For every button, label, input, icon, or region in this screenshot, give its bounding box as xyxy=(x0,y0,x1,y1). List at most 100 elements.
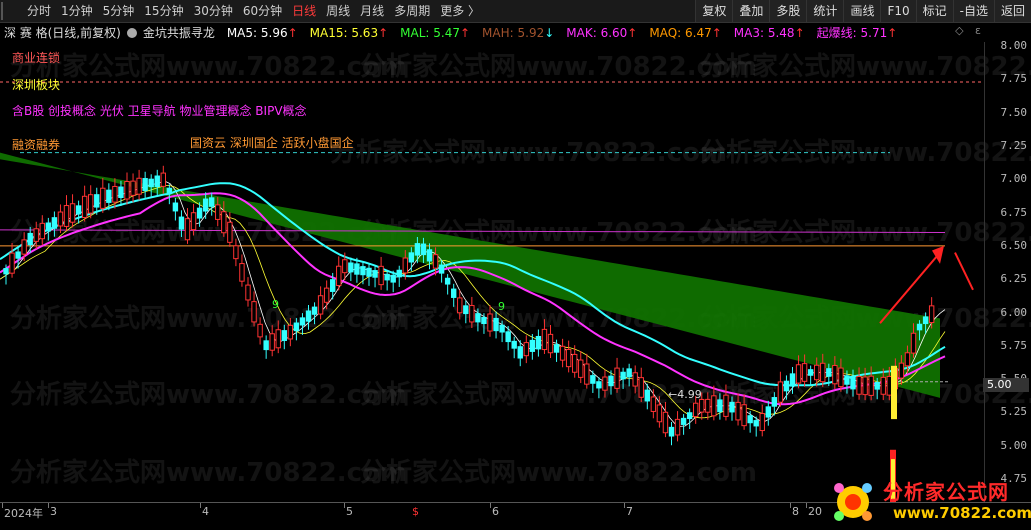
price-tick: 6.50 xyxy=(1000,238,1028,252)
candle xyxy=(100,187,106,209)
price-tick: 8.00 xyxy=(1000,39,1028,52)
candle xyxy=(487,313,493,332)
period-tab[interactable]: 日线 xyxy=(292,4,317,18)
candle xyxy=(27,232,33,246)
period-tab[interactable]: 60分钟 xyxy=(242,4,283,18)
toolbar-button[interactable]: 叠加 xyxy=(732,0,770,22)
background-watermark: 分析家公式网www.70822.com xyxy=(700,52,1031,82)
date-tick: 2024年 xyxy=(4,507,43,520)
toolbar-button[interactable]: 画线 xyxy=(843,0,881,22)
period-tab[interactable]: 月线 xyxy=(360,4,385,18)
date-tick: 3 xyxy=(50,505,57,518)
candle xyxy=(735,401,741,421)
candle xyxy=(547,333,554,354)
candle xyxy=(396,269,402,278)
margin-tag: 融资融券 xyxy=(12,138,61,152)
candle xyxy=(699,398,705,413)
date-tick-mark xyxy=(790,503,791,508)
low-price-label: ←4.99 xyxy=(668,388,702,401)
candle xyxy=(178,216,185,230)
date-marker: $ xyxy=(412,505,419,518)
date-tick-mark xyxy=(344,503,345,508)
toolbar-button[interactable]: 返回 xyxy=(993,0,1031,22)
toolbar-button[interactable]: 复权 xyxy=(695,0,733,22)
candle xyxy=(75,205,82,215)
candle xyxy=(578,359,584,378)
period-tab[interactable]: 更多 〉 xyxy=(440,4,481,18)
candle xyxy=(481,316,487,325)
candle xyxy=(142,178,148,192)
candle xyxy=(106,189,112,203)
candle xyxy=(826,368,832,377)
legend-item: MAL: 5.47↑ xyxy=(400,26,476,40)
signal-bar xyxy=(891,365,897,420)
price-tick: 6.00 xyxy=(1000,305,1028,319)
legend-value: MAQ: 6.47 xyxy=(649,25,712,40)
background-watermark: 分析家公式网www.70822.com xyxy=(360,380,757,410)
date-tick-mark xyxy=(48,503,49,508)
current-price-tag: 5.00 xyxy=(983,378,1029,392)
candle xyxy=(747,415,753,424)
candle xyxy=(789,373,796,387)
candle xyxy=(426,249,433,262)
period-tab[interactable]: 5分钟 xyxy=(102,4,135,18)
candle xyxy=(317,295,324,315)
candle xyxy=(233,245,239,260)
candle xyxy=(541,328,548,351)
period-tab[interactable]: 周线 xyxy=(326,4,351,18)
candle xyxy=(263,340,269,351)
dropdown-icon xyxy=(126,28,137,38)
period-tab[interactable]: 30分钟 xyxy=(193,4,233,18)
period-tab[interactable]: 分时 xyxy=(27,4,52,18)
candle xyxy=(323,287,330,303)
candlestick-chart[interactable] xyxy=(0,42,985,502)
candle xyxy=(590,375,596,384)
candle xyxy=(190,212,197,231)
price-tick: 6.75 xyxy=(1000,205,1028,219)
candle xyxy=(444,277,451,285)
trend-arrow-icon: ↑ xyxy=(459,25,471,40)
candle xyxy=(904,352,911,367)
candle xyxy=(281,330,288,341)
candle xyxy=(221,211,227,234)
indicator-selector[interactable]: 金坑共振寻龙 xyxy=(126,24,221,41)
diamond-icon[interactable]: ◇ xyxy=(955,24,964,37)
candle xyxy=(63,205,70,227)
trend-arrow-icon: ↓ xyxy=(544,25,555,40)
toolbar-button[interactable]: 标记 xyxy=(915,0,953,22)
candle xyxy=(723,394,729,417)
toolbar-button[interactable]: 统计 xyxy=(806,0,844,22)
candle xyxy=(408,252,415,263)
toolbar-button[interactable]: F10 xyxy=(880,0,916,22)
candle xyxy=(517,346,523,359)
background-watermark: 分析家公式网www.70822.com xyxy=(10,458,407,488)
candle xyxy=(856,376,862,395)
legend-item: MAQ: 6.47↑ xyxy=(649,26,727,40)
candle xyxy=(172,202,179,212)
board-tag: 深圳板块 xyxy=(12,78,61,92)
candle xyxy=(807,369,814,376)
candle xyxy=(662,411,669,434)
candle xyxy=(705,398,711,413)
candle xyxy=(862,376,868,396)
date-tick: 7 xyxy=(626,505,633,518)
candle xyxy=(148,178,154,188)
settings-icon[interactable]: ɛ xyxy=(975,24,981,37)
signal-label: 9 xyxy=(272,298,279,311)
candle xyxy=(457,297,463,314)
background-watermark: 分析家公式网www.70822.com xyxy=(10,304,407,334)
candle xyxy=(9,252,15,274)
candle xyxy=(209,197,215,207)
candle xyxy=(51,217,58,229)
toolbar-button[interactable]: -自选 xyxy=(952,0,994,22)
candle xyxy=(777,381,784,403)
period-tab[interactable]: 1分钟 xyxy=(61,4,93,18)
toolbar-button[interactable]: 多股 xyxy=(769,0,807,22)
brand-url: www.70822.com xyxy=(893,504,1031,522)
candle xyxy=(820,362,826,383)
candle xyxy=(196,207,203,219)
period-tab[interactable]: 15分钟 xyxy=(144,4,184,18)
arrow-head-icon xyxy=(932,245,944,264)
legend-item: MAK: 6.60↑ xyxy=(566,26,643,40)
period-tab[interactable]: 多周期 xyxy=(394,4,431,18)
